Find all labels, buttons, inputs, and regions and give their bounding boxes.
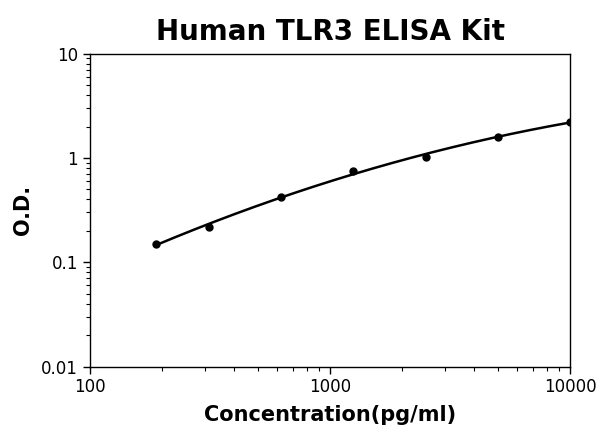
Y-axis label: O.D.: O.D. xyxy=(13,185,33,235)
Title: Human TLR3 ELISA Kit: Human TLR3 ELISA Kit xyxy=(155,18,505,46)
X-axis label: Concentration(pg/ml): Concentration(pg/ml) xyxy=(204,405,456,425)
